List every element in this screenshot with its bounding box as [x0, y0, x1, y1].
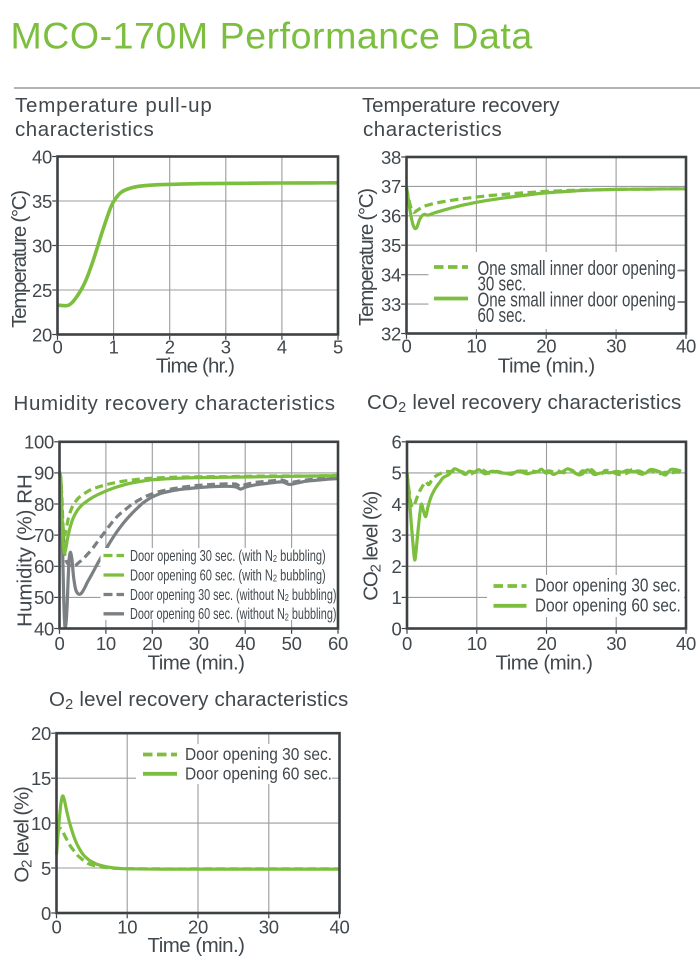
svg-text:1: 1 [109, 337, 119, 358]
svg-text:3: 3 [392, 525, 402, 546]
svg-text:10: 10 [117, 917, 137, 938]
svg-text:10: 10 [467, 633, 487, 654]
svg-text:1: 1 [392, 587, 402, 608]
svg-text:37: 37 [381, 176, 401, 197]
svg-text:Door opening 60 sec. (without: Door opening 60 sec. (without N2 bubblin… [130, 605, 336, 623]
svg-text:40: 40 [676, 336, 696, 357]
svg-text:Door opening 30 sec. (without: Door opening 30 sec. (without N2 bubblin… [130, 586, 336, 604]
svg-text:O2 level (%): O2 level (%) [11, 787, 36, 883]
svg-text:Temperature pull-up: Temperature pull-up [15, 94, 213, 117]
svg-text:Time (min.): Time (min.) [148, 934, 245, 957]
svg-text:Door opening 30 sec. (with N2: Door opening 30 sec. (with N2 bubbling) [130, 547, 326, 565]
svg-text:Temperature (°C): Temperature (°C) [8, 191, 31, 328]
svg-text:32: 32 [381, 323, 401, 344]
svg-text:20: 20 [32, 324, 52, 345]
svg-text:0: 0 [402, 336, 412, 357]
svg-text:0: 0 [52, 917, 62, 938]
svg-text:20: 20 [142, 633, 162, 654]
svg-text:30: 30 [189, 633, 209, 654]
svg-text:33: 33 [381, 294, 401, 315]
svg-text:0: 0 [402, 633, 412, 654]
svg-text:O2 level recovery characterist: O2 level recovery characteristics [49, 688, 348, 713]
svg-text:Time (hr.): Time (hr.) [156, 355, 234, 378]
svg-text:Time (min.): Time (min.) [498, 355, 595, 378]
svg-text:25: 25 [32, 280, 52, 301]
svg-text:4: 4 [392, 494, 402, 515]
svg-text:15: 15 [31, 768, 51, 789]
svg-text:Door opening 60 sec.: Door opening 60 sec. [535, 595, 681, 615]
svg-text:50: 50 [34, 587, 54, 608]
svg-text:20: 20 [536, 336, 556, 357]
svg-text:3: 3 [221, 337, 231, 358]
svg-text:10: 10 [31, 813, 51, 834]
svg-text:0: 0 [53, 337, 63, 358]
svg-text:0: 0 [41, 903, 51, 924]
svg-text:40: 40 [32, 146, 52, 167]
svg-text:40: 40 [34, 618, 54, 639]
svg-text:100: 100 [24, 432, 54, 453]
svg-text:30: 30 [32, 235, 52, 256]
svg-text:Time (min.): Time (min.) [148, 652, 245, 675]
svg-text:80: 80 [34, 494, 54, 515]
svg-text:38: 38 [381, 147, 401, 168]
svg-text:35: 35 [32, 191, 52, 212]
svg-text:35: 35 [381, 235, 401, 256]
svg-text:90: 90 [34, 463, 54, 484]
svg-text:Door opening 60 sec. (with N2: Door opening 60 sec. (with N2 bubbling) [130, 566, 326, 584]
svg-text:20: 20 [188, 917, 208, 938]
svg-text:50: 50 [282, 633, 302, 654]
svg-text:One small inner door opening: One small inner door opening [478, 288, 676, 311]
svg-text:20: 20 [537, 633, 557, 654]
svg-text:Temperature (°C): Temperature (°C) [355, 189, 378, 326]
svg-text:6: 6 [392, 432, 402, 453]
svg-text:5: 5 [392, 463, 402, 484]
svg-text:4: 4 [277, 337, 287, 358]
svg-text:60: 60 [328, 633, 348, 654]
svg-text:30: 30 [259, 917, 279, 938]
svg-text:Temperature recovery: Temperature recovery [362, 94, 560, 117]
svg-text:Door opening 60 sec.: Door opening 60 sec. [185, 763, 332, 783]
svg-text:2: 2 [165, 337, 175, 358]
svg-text:60 sec.: 60 sec. [478, 304, 527, 327]
svg-text:40: 40 [235, 633, 255, 654]
svg-text:CO2 level recovery characteris: CO2 level recovery characteristics [367, 391, 681, 416]
svg-text:10: 10 [466, 336, 486, 357]
svg-text:5: 5 [41, 858, 51, 879]
svg-text:30: 30 [606, 336, 626, 357]
svg-text:34: 34 [381, 265, 401, 286]
svg-text:30: 30 [606, 633, 626, 654]
svg-text:CO2 level (%): CO2 level (%) [360, 491, 385, 600]
svg-text:0: 0 [392, 618, 402, 639]
svg-text:Door opening 30 sec.: Door opening 30 sec. [185, 744, 332, 764]
svg-text:60: 60 [34, 556, 54, 577]
svg-text:characteristics: characteristics [15, 118, 154, 141]
svg-text:5: 5 [333, 337, 343, 358]
svg-text:40: 40 [676, 633, 696, 654]
svg-text:Humidity recovery characterist: Humidity recovery characteristics [14, 392, 336, 415]
svg-text:70: 70 [34, 525, 54, 546]
svg-text:2: 2 [392, 556, 402, 577]
svg-text:20: 20 [31, 723, 51, 744]
svg-text:MCO-170M Performance Data: MCO-170M Performance Data [11, 15, 533, 57]
svg-text:Humidity (%) RH: Humidity (%) RH [14, 474, 37, 627]
svg-text:10: 10 [96, 633, 116, 654]
svg-text:30 sec.: 30 sec. [478, 272, 527, 295]
svg-text:36: 36 [381, 206, 401, 227]
svg-text:Door opening 30 sec.: Door opening 30 sec. [535, 575, 681, 595]
svg-text:0: 0 [55, 633, 65, 654]
svg-text:One small inner door opening: One small inner door opening [478, 257, 676, 280]
svg-text:40: 40 [330, 917, 350, 938]
svg-text:characteristics: characteristics [363, 118, 502, 141]
svg-text:Time (min.): Time (min.) [496, 652, 593, 675]
